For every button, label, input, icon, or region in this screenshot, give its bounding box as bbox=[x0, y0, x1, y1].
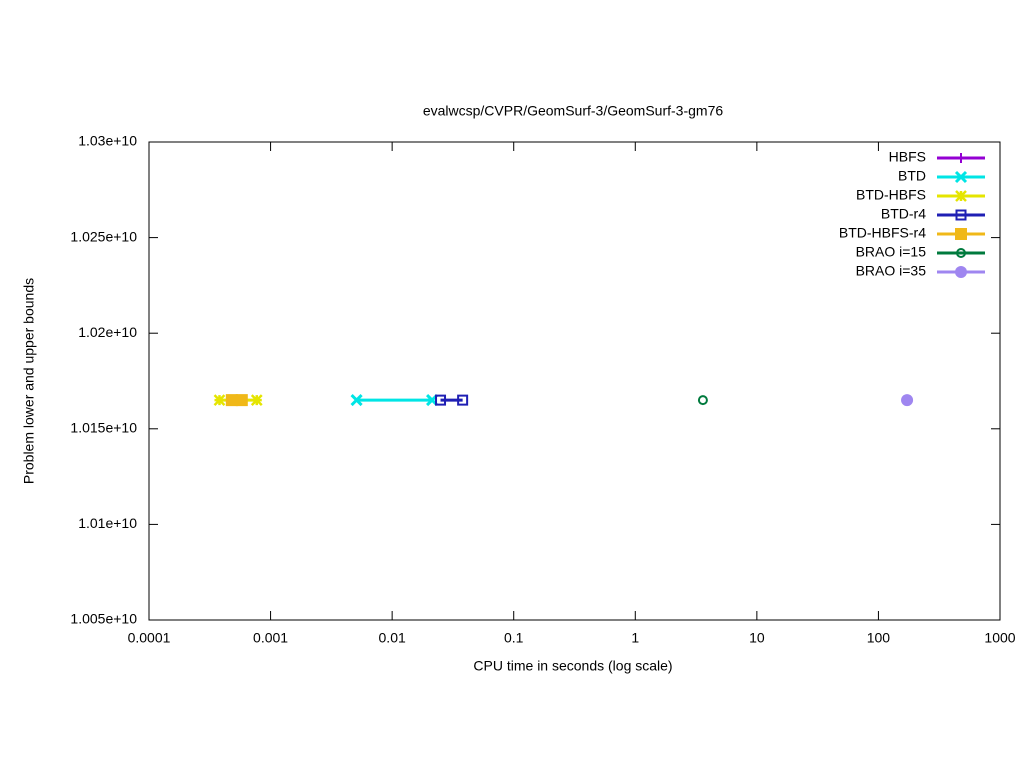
x-tick-label: 0.01 bbox=[379, 630, 406, 646]
legend-label: BTD bbox=[898, 168, 926, 184]
data-point bbox=[901, 394, 914, 407]
legend-label: HBFS bbox=[889, 149, 926, 165]
x-tick-label: 0.1 bbox=[504, 630, 524, 646]
y-tick-label: 1.02e+10 bbox=[78, 324, 137, 340]
x-tick-label: 1000 bbox=[984, 630, 1015, 646]
legend-label: BTD-r4 bbox=[881, 206, 926, 222]
x-tick-label: 0.0001 bbox=[128, 630, 171, 646]
legend-marker bbox=[955, 190, 967, 202]
x-tick-label: 0.001 bbox=[253, 630, 288, 646]
x-tick-label: 1 bbox=[631, 630, 639, 646]
y-tick-label: 1.005e+10 bbox=[70, 611, 137, 627]
data-point bbox=[457, 394, 469, 406]
data-point bbox=[250, 394, 263, 407]
y-axis-label: Problem lower and upper bounds bbox=[21, 278, 37, 484]
x-tick-label: 10 bbox=[749, 630, 765, 646]
x-tick-label: 100 bbox=[867, 630, 891, 646]
legend-marker bbox=[956, 248, 966, 258]
y-tick-label: 1.01e+10 bbox=[78, 515, 137, 531]
plot-frame bbox=[148, 141, 1001, 621]
chart-title: evalwcsp/CVPR/GeomSurf-3/GeomSurf-3-gm76 bbox=[423, 103, 724, 119]
data-point bbox=[697, 395, 708, 406]
legend-marker bbox=[955, 266, 967, 278]
legend-label: BRAO i=15 bbox=[856, 244, 927, 260]
legend-label: BTD-HBFS bbox=[856, 187, 926, 203]
data-point bbox=[350, 394, 363, 407]
legend-label: BRAO i=35 bbox=[856, 263, 927, 279]
data-point bbox=[235, 394, 248, 407]
x-axis-label: CPU time in seconds (log scale) bbox=[473, 658, 672, 674]
y-tick-label: 1.015e+10 bbox=[70, 420, 137, 436]
legend-marker bbox=[956, 153, 966, 163]
legend-label: BTD-HBFS-r4 bbox=[839, 225, 926, 241]
data-point bbox=[435, 394, 447, 406]
legend-marker bbox=[955, 209, 967, 221]
legend-marker bbox=[954, 170, 968, 184]
data-point bbox=[225, 394, 238, 407]
data-point bbox=[213, 394, 226, 407]
legend-marker bbox=[955, 228, 967, 240]
y-tick-label: 1.025e+10 bbox=[70, 228, 137, 244]
y-tick-label: 1.03e+10 bbox=[78, 133, 137, 149]
